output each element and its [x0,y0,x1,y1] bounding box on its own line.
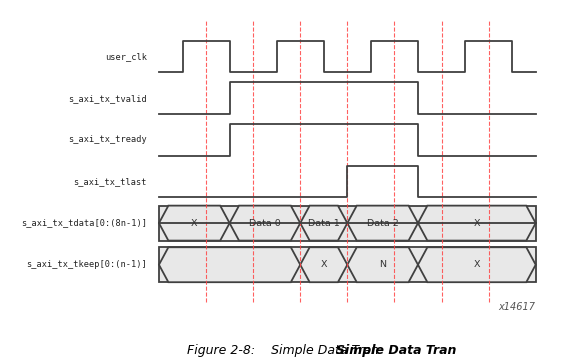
Text: x14617: x14617 [499,301,536,312]
Text: X: X [473,219,480,228]
Text: X: X [320,260,327,269]
Text: Data 2: Data 2 [367,219,398,228]
Text: Simple Data Tran: Simple Data Tran [336,344,457,357]
Text: N: N [379,260,386,269]
Text: user_clk: user_clk [105,52,147,61]
Text: Data 0: Data 0 [249,219,281,228]
Text: s_axi_tx_tvalid: s_axi_tx_tvalid [68,94,147,103]
Polygon shape [347,206,418,241]
Polygon shape [300,206,347,241]
Polygon shape [159,206,229,241]
Text: s_axi_tx_tready: s_axi_tx_tready [68,135,147,145]
FancyBboxPatch shape [159,206,536,241]
Polygon shape [229,206,300,241]
Text: s_axi_tx_tlast: s_axi_tx_tlast [73,177,147,186]
Text: s_axi_tx_tkeep[0:(n-1)]: s_axi_tx_tkeep[0:(n-1)] [27,260,147,269]
Text: s_axi_tx_tdata[0:(8n-1)]: s_axi_tx_tdata[0:(8n-1)] [21,219,147,228]
Polygon shape [418,247,536,282]
Text: X: X [191,219,198,228]
Text: Figure 2-8:    Simple Data Tran: Figure 2-8: Simple Data Tran [186,344,379,357]
Polygon shape [347,247,418,282]
Polygon shape [418,206,536,241]
Text: X: X [473,260,480,269]
FancyBboxPatch shape [159,247,536,282]
Polygon shape [159,247,300,282]
Text: Data 1: Data 1 [308,219,340,228]
Polygon shape [300,247,347,282]
